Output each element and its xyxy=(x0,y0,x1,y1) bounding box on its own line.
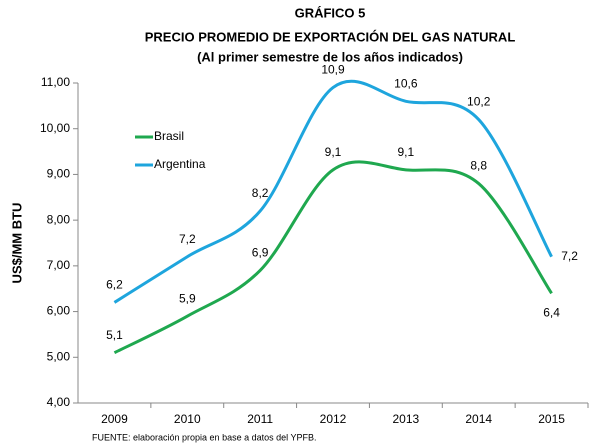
data-label: 6,4 xyxy=(543,305,560,319)
x-tick-label: 2009 xyxy=(101,412,128,426)
line xyxy=(113,160,553,355)
data-label: 5,1 xyxy=(106,328,123,342)
y-tick-label: 6,00 xyxy=(47,304,71,318)
chart-title: GRÁFICO 5 xyxy=(295,5,366,20)
data-label: 7,2 xyxy=(179,232,196,246)
y-axis-label: US$/MM BTU xyxy=(9,203,24,284)
x-tick-label: 2015 xyxy=(538,412,565,426)
data-label: 10,9 xyxy=(321,63,345,77)
data-label: 10,6 xyxy=(394,76,418,90)
data-label: 10,2 xyxy=(467,95,491,109)
x-tick-label: 2011 xyxy=(247,412,273,426)
source-note: FUENTE: elaboración propia en base a dat… xyxy=(92,432,316,442)
legend-label: Argentina xyxy=(154,157,206,171)
y-tick-label: 7,00 xyxy=(47,258,71,272)
y-tick-label: 8,00 xyxy=(47,212,71,226)
y-tick-label: 4,00 xyxy=(47,395,71,409)
legend-label: Brasil xyxy=(154,129,184,143)
x-tick-label: 2014 xyxy=(465,412,492,426)
data-label: 8,2 xyxy=(252,186,269,200)
chart-subtitle: (Al primer semestre de los años indicado… xyxy=(197,49,463,64)
data-label: 6,9 xyxy=(252,246,269,260)
y-tick-label: 5,00 xyxy=(47,349,71,363)
y-tick-label: 10,00 xyxy=(40,121,70,135)
chart-subtitle: PRECIO PROMEDIO DE EXPORTACIÓN DEL GAS N… xyxy=(145,29,516,44)
y-tick-label: 11,00 xyxy=(41,75,70,89)
data-label: 9,1 xyxy=(398,145,415,159)
line xyxy=(113,79,553,304)
x-tick-label: 2013 xyxy=(393,412,420,426)
data-label: 8,8 xyxy=(470,159,487,173)
y-tick-label: 9,00 xyxy=(47,167,71,181)
data-label: 9,1 xyxy=(325,145,342,159)
x-tick-label: 2012 xyxy=(320,412,347,426)
data-label: 6,2 xyxy=(106,278,123,292)
data-label: 5,9 xyxy=(179,291,196,305)
data-label: 7,2 xyxy=(561,249,578,263)
x-tick-label: 2010 xyxy=(174,412,201,426)
